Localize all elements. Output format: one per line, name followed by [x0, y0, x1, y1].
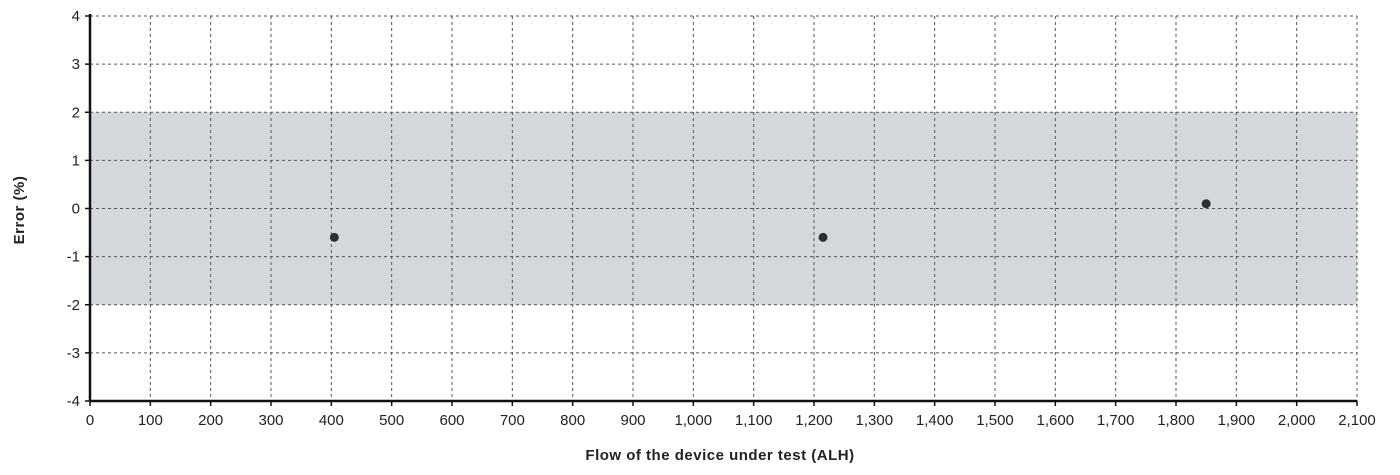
- y-tick-label: 0: [72, 201, 80, 218]
- y-tick-label: -2: [67, 297, 80, 314]
- x-tick-label: 800: [560, 412, 585, 429]
- data-point: [1201, 199, 1211, 209]
- y-tick-label: 1: [72, 152, 80, 169]
- x-tick-label: 2,100: [1338, 412, 1376, 429]
- x-tick-label: 1,700: [1097, 412, 1135, 429]
- data-point: [329, 232, 339, 242]
- x-tick-label: 1,100: [735, 412, 773, 429]
- x-tick-label: 200: [198, 412, 223, 429]
- x-tick-label: 1,900: [1218, 412, 1256, 429]
- y-tick-label: 4: [72, 8, 80, 25]
- y-tick-label: -1: [67, 249, 80, 266]
- y-axis-title: Error (%): [11, 176, 28, 245]
- y-tick-label: 2: [72, 104, 80, 121]
- x-tick-label: 400: [319, 412, 344, 429]
- x-tick-label: 1,300: [856, 412, 894, 429]
- x-tick-label: 900: [620, 412, 645, 429]
- x-axis-title: Flow of the device under test (ALH): [585, 447, 854, 464]
- x-tick-label: 500: [379, 412, 404, 429]
- y-tick-label: -3: [67, 345, 80, 362]
- y-tick-labels: 4 3 2 1 0 -1 -2 -3 -4: [67, 8, 80, 410]
- y-tick-label: -4: [67, 393, 80, 410]
- x-tick-label: 600: [439, 412, 464, 429]
- grid-layer: [90, 15, 1358, 401]
- x-tick-label: 2,000: [1278, 412, 1316, 429]
- x-tick-label: 1,800: [1157, 412, 1195, 429]
- x-tick-labels: 0 100 200 300 400 500 600 700 800 900 1,000 1,100 1,…: [86, 412, 1376, 429]
- x-tick-label: 700: [500, 412, 525, 429]
- data-points: [329, 199, 1211, 242]
- x-tick-label: 1,400: [916, 412, 954, 429]
- y-tick-label: 3: [72, 56, 80, 73]
- x-tick-label: 1,000: [675, 412, 713, 429]
- x-tick-label: 300: [258, 412, 283, 429]
- x-tick-label: 0: [86, 412, 94, 429]
- axis-layer: [85, 14, 1358, 406]
- data-point: [818, 232, 828, 242]
- x-tick-label: 100: [138, 412, 163, 429]
- x-tick-label: 1,200: [795, 412, 833, 429]
- x-tick-label: 1,500: [976, 412, 1014, 429]
- x-tick-label: 1,600: [1037, 412, 1075, 429]
